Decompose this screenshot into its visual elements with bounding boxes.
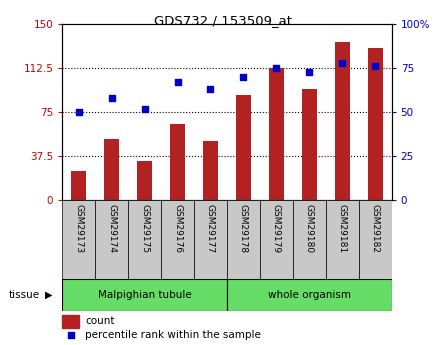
- Point: [141, 106, 148, 111]
- Text: GSM29175: GSM29175: [140, 204, 149, 253]
- Bar: [260, 200, 293, 279]
- Point: [75, 109, 82, 115]
- Point: [306, 69, 313, 75]
- Point: [108, 95, 115, 101]
- Bar: [368, 48, 383, 200]
- Point: [273, 66, 280, 71]
- Bar: [95, 200, 128, 279]
- Text: count: count: [85, 316, 115, 326]
- Text: GDS732 / 153509_at: GDS732 / 153509_at: [154, 14, 291, 27]
- Bar: [62, 279, 227, 311]
- Bar: [194, 200, 227, 279]
- Bar: [203, 141, 218, 200]
- Bar: [359, 200, 392, 279]
- Bar: [62, 200, 95, 279]
- Bar: [62, 315, 79, 328]
- Text: GSM29176: GSM29176: [173, 204, 182, 253]
- Bar: [128, 200, 161, 279]
- Bar: [326, 200, 359, 279]
- Bar: [137, 161, 152, 200]
- Point: [339, 60, 346, 66]
- Point: [174, 79, 181, 85]
- Text: tissue: tissue: [9, 290, 40, 300]
- Text: ▶: ▶: [44, 290, 52, 300]
- Bar: [161, 200, 194, 279]
- Bar: [335, 42, 350, 200]
- Point: [372, 63, 379, 69]
- Bar: [227, 200, 260, 279]
- Point: [67, 333, 74, 338]
- Bar: [71, 171, 86, 200]
- Point: [240, 74, 247, 80]
- Text: GSM29178: GSM29178: [239, 204, 248, 253]
- Text: Malpighian tubule: Malpighian tubule: [98, 290, 191, 300]
- Bar: [302, 89, 317, 200]
- Text: GSM29179: GSM29179: [272, 204, 281, 253]
- Text: GSM29180: GSM29180: [305, 204, 314, 253]
- Bar: [170, 124, 185, 200]
- Bar: [293, 200, 326, 279]
- Bar: [227, 279, 392, 311]
- Bar: [236, 95, 251, 200]
- Text: GSM29173: GSM29173: [74, 204, 83, 253]
- Text: GSM29182: GSM29182: [371, 204, 380, 253]
- Bar: [104, 139, 119, 200]
- Text: percentile rank within the sample: percentile rank within the sample: [85, 331, 261, 341]
- Text: whole organism: whole organism: [268, 290, 351, 300]
- Text: GSM29177: GSM29177: [206, 204, 215, 253]
- Bar: [269, 68, 284, 200]
- Point: [207, 87, 214, 92]
- Text: GSM29181: GSM29181: [338, 204, 347, 253]
- Text: GSM29174: GSM29174: [107, 204, 116, 253]
